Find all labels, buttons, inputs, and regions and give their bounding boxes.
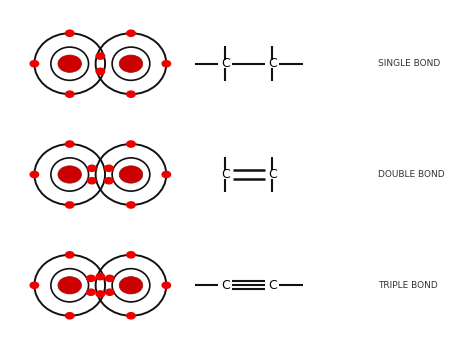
Circle shape (105, 165, 113, 171)
Circle shape (106, 289, 114, 295)
Circle shape (58, 166, 82, 183)
Circle shape (127, 313, 135, 319)
Circle shape (96, 274, 105, 280)
Circle shape (30, 61, 38, 67)
Circle shape (106, 275, 114, 282)
Circle shape (88, 165, 96, 171)
Text: C: C (268, 279, 277, 292)
Circle shape (119, 166, 143, 183)
Circle shape (65, 202, 74, 208)
Circle shape (96, 291, 105, 297)
Circle shape (58, 277, 82, 294)
Circle shape (119, 277, 143, 294)
Circle shape (127, 141, 135, 147)
Circle shape (30, 171, 38, 178)
Circle shape (65, 91, 74, 97)
Text: C: C (268, 168, 277, 181)
Circle shape (105, 178, 113, 184)
Circle shape (127, 202, 135, 208)
Circle shape (88, 178, 96, 184)
Text: SINGLE BOND: SINGLE BOND (378, 59, 441, 68)
Circle shape (65, 252, 74, 258)
Text: C: C (221, 57, 229, 70)
Circle shape (96, 68, 105, 74)
Circle shape (58, 55, 82, 72)
Circle shape (127, 91, 135, 97)
Circle shape (96, 53, 105, 59)
Circle shape (65, 30, 74, 36)
Text: DOUBLE BOND: DOUBLE BOND (378, 170, 445, 179)
Circle shape (65, 313, 74, 319)
Circle shape (119, 55, 143, 72)
Circle shape (127, 30, 135, 36)
Circle shape (65, 141, 74, 147)
Text: C: C (221, 168, 229, 181)
Text: C: C (221, 279, 229, 292)
Circle shape (162, 61, 171, 67)
Circle shape (162, 171, 171, 178)
Circle shape (162, 282, 171, 288)
Circle shape (87, 289, 95, 295)
Circle shape (87, 275, 95, 282)
Text: TRIPLE BOND: TRIPLE BOND (378, 281, 438, 290)
Circle shape (30, 282, 38, 288)
Circle shape (127, 252, 135, 258)
Text: C: C (268, 57, 277, 70)
